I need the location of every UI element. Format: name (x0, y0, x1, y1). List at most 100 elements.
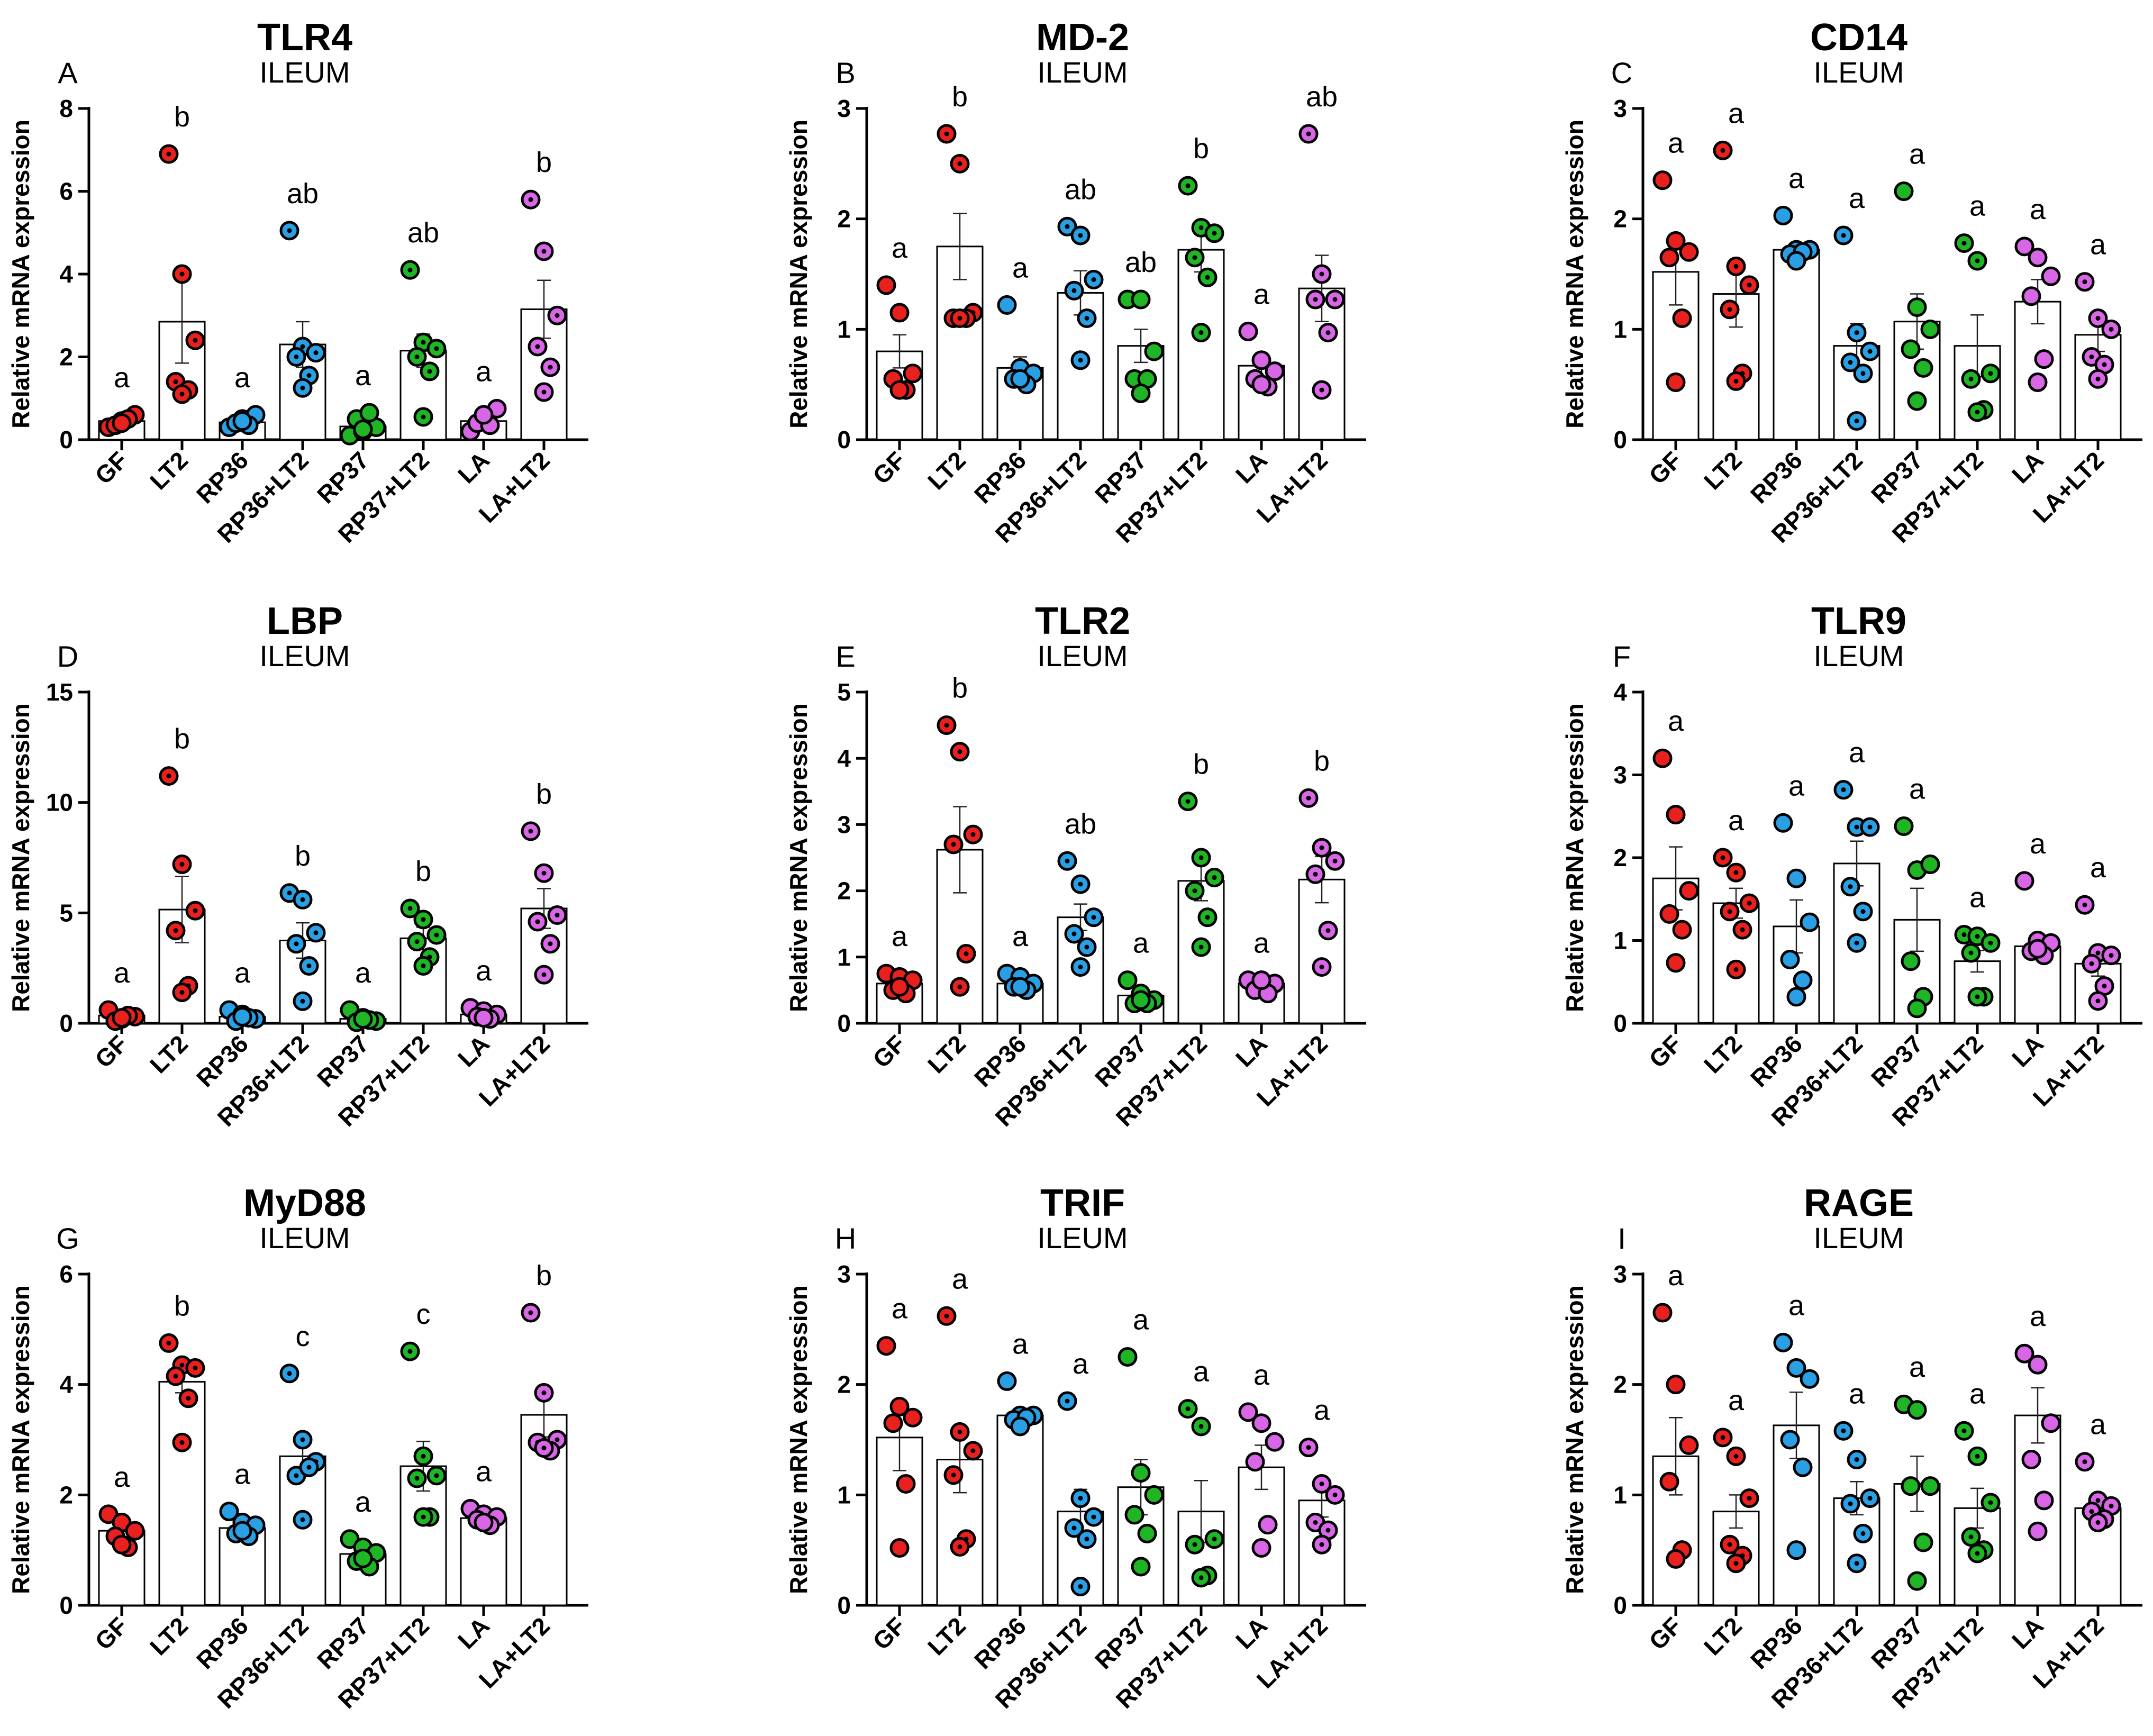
data-point-dot (1988, 940, 1993, 946)
significance-letter: ab (1065, 174, 1096, 205)
x-tick-label: LT2 (144, 1612, 193, 1660)
x-tick-label: LA (2006, 1612, 2049, 1654)
data-point (1144, 1485, 1164, 1505)
y-axis-label: Relative mRNA expression (1561, 703, 1588, 1012)
data-point-dot (951, 1473, 956, 1478)
data-point-dot (294, 1473, 299, 1478)
data-point-dot (548, 941, 553, 947)
significance-letter: ab (1306, 81, 1338, 113)
significance-letter: a (1849, 1378, 1865, 1410)
data-point (896, 1474, 916, 1494)
data-point-dot (1198, 855, 1204, 860)
significance-letter: a (1909, 139, 1925, 170)
panel-letter: D (57, 640, 78, 673)
data-point-dot (1961, 241, 1967, 246)
data-point (1131, 383, 1151, 403)
data-point-dot (179, 392, 185, 397)
data-point (1920, 319, 1940, 339)
data-point-dot (1319, 387, 1324, 393)
data-point (1666, 953, 1686, 973)
data-point-dot (1975, 994, 1980, 999)
data-point (1901, 1476, 1921, 1496)
data-point-dot (434, 346, 439, 351)
y-tick-label: 0 (59, 1010, 73, 1037)
data-point (1773, 813, 1793, 833)
data-point-dot (1313, 1520, 1318, 1525)
data-point-dot (944, 1313, 949, 1319)
data-point-dot (555, 913, 560, 918)
data-point-dot (957, 1544, 962, 1549)
data-point-dot (944, 131, 949, 137)
data-point-dot (287, 1371, 292, 1376)
data-point (1010, 1416, 1030, 1437)
data-point-dot (1854, 940, 1859, 946)
significance-letter: b (536, 147, 552, 178)
y-tick-label: 1 (837, 943, 851, 971)
data-point-dot (414, 1476, 420, 1481)
significance-letter: a (114, 1461, 130, 1493)
data-point-dot (2102, 362, 2107, 367)
y-tick-label: 2 (59, 343, 73, 371)
data-point (876, 1336, 896, 1356)
x-tick-label: LA (452, 446, 495, 488)
data-point-dot (1860, 909, 1866, 914)
data-point-dot (306, 1465, 312, 1470)
data-point-dot (1319, 965, 1324, 970)
significance-letter: ab (1125, 247, 1157, 278)
data-point-dot (1071, 931, 1077, 937)
data-point-dot (1306, 131, 1311, 137)
data-point-dot (1078, 965, 1083, 970)
significance-letter: a (1728, 97, 1745, 129)
data-point-dot (1084, 315, 1089, 321)
data-point-dot (1091, 277, 1096, 282)
data-point (997, 1371, 1017, 1391)
significance-letter: b (295, 840, 311, 872)
significance-letter: b (1193, 749, 1209, 780)
data-point (2028, 1355, 2048, 1375)
significance-letter: a (1073, 1348, 1089, 1380)
data-point (1137, 1523, 1157, 1543)
data-point (889, 1538, 910, 1558)
data-point-dot (427, 369, 432, 374)
bar (996, 1414, 1044, 1606)
data-point-dot (1332, 1492, 1338, 1497)
data-point-dot (1740, 927, 1745, 932)
significance-letter: a (2030, 194, 2046, 225)
y-axis-label: Relative mRNA expression (785, 120, 812, 429)
y-tick-label: 2 (837, 205, 851, 233)
data-point-dot (1205, 915, 1210, 920)
data-point-dot (1084, 1537, 1089, 1542)
data-point-dot (1205, 275, 1210, 280)
data-point-dot (1841, 1428, 1846, 1433)
x-tick-label: GF (867, 1030, 911, 1073)
y-tick-label: 2 (1613, 205, 1627, 233)
data-point (1786, 1540, 1806, 1560)
data-point-dot (421, 1514, 426, 1520)
data-point-dot (1975, 258, 1980, 263)
bar (1238, 1466, 1285, 1606)
data-point-dot (1727, 909, 1732, 914)
data-point (125, 1521, 145, 1541)
data-point (2014, 871, 2034, 891)
data-point-dot (414, 355, 420, 359)
data-point-dot (964, 951, 969, 957)
data-point (1672, 308, 1692, 328)
y-tick-label: 0 (59, 1592, 73, 1619)
data-point-dot (957, 1429, 962, 1434)
data-point-dot (407, 267, 413, 272)
data-point-dot (1212, 875, 1217, 880)
data-point (2028, 939, 2048, 959)
data-point-dot (1720, 855, 1725, 860)
data-point-dot (1325, 928, 1331, 933)
data-point (1907, 1400, 1927, 1420)
data-point (1258, 1515, 1278, 1535)
data-point (1131, 1557, 1151, 1577)
y-axis-label: Relative mRNA expression (7, 120, 34, 429)
y-tick-label: 10 (46, 789, 73, 816)
significance-letter: a (1668, 705, 1684, 737)
data-point (2028, 1521, 2048, 1541)
y-tick-label: 0 (837, 1592, 851, 1619)
data-point (1780, 1430, 1800, 1450)
data-point-dot (1185, 799, 1191, 804)
